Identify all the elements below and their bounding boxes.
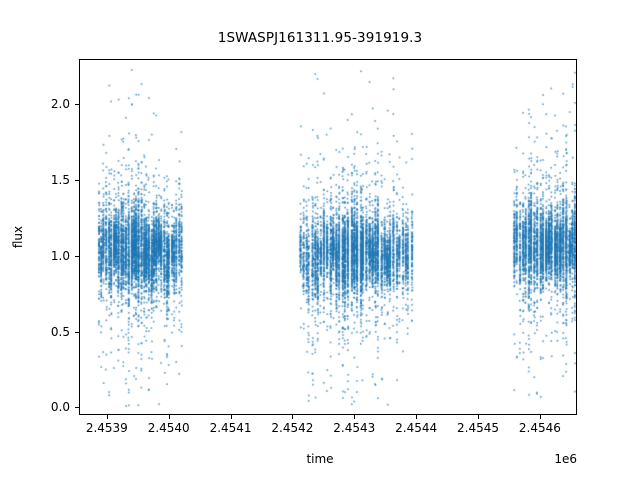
x-tick-label: 2.4539: [85, 421, 128, 435]
y-tick-label: 1.0: [50, 248, 70, 263]
x-tick-mark: [230, 415, 232, 419]
x-axis-label: time: [306, 452, 334, 466]
plot-axes-frame: [79, 59, 577, 415]
y-tick-mark: [75, 180, 79, 182]
x-tick-mark: [416, 415, 418, 419]
page-title: 1SWASPJ161311.95-391919.3: [217, 30, 423, 46]
y-tick-mark: [75, 331, 79, 333]
x-tick-label: 2.4540: [147, 421, 190, 435]
y-tick-label: 1.5: [50, 173, 70, 188]
scatter-plot-canvas: [80, 60, 576, 414]
x-tick-label: 2.4542: [271, 421, 314, 435]
x-tick-mark: [354, 415, 356, 419]
y-axis-label: flux: [11, 225, 25, 249]
y-tick-label: 0.5: [50, 324, 70, 339]
x-tick-label: 2.4541: [209, 421, 252, 435]
x-tick-label: 2.4545: [457, 421, 500, 435]
x-tick-mark: [539, 415, 541, 419]
y-tick-label: 0.0: [50, 400, 70, 415]
y-tick-label: 2.0: [50, 97, 70, 112]
x-tick-label: 2.4546: [518, 421, 561, 435]
y-tick-mark: [75, 104, 79, 106]
x-axis-offset-text: 1e6: [554, 452, 577, 466]
x-tick-label: 2.4543: [333, 421, 376, 435]
x-tick-mark: [168, 415, 170, 419]
y-tick-mark: [75, 407, 79, 409]
x-tick-mark: [292, 415, 294, 419]
y-tick-mark: [75, 255, 79, 257]
x-tick-mark: [478, 415, 480, 419]
x-tick-mark: [106, 415, 108, 419]
x-tick-label: 2.4544: [395, 421, 438, 435]
